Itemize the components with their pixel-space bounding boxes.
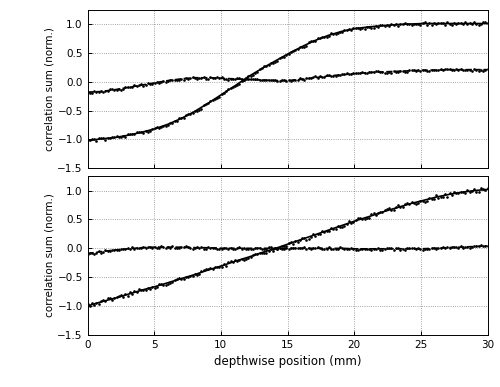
X-axis label: depthwise position (mm): depthwise position (mm) bbox=[214, 355, 361, 368]
Y-axis label: correlation sum (norm.): correlation sum (norm.) bbox=[44, 194, 54, 317]
Y-axis label: correlation sum (norm.): correlation sum (norm.) bbox=[44, 27, 54, 151]
